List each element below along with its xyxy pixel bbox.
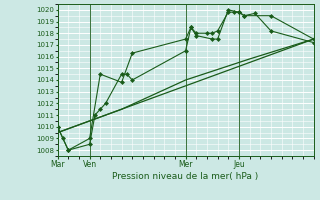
X-axis label: Pression niveau de la mer( hPa ): Pression niveau de la mer( hPa ) xyxy=(112,172,259,181)
